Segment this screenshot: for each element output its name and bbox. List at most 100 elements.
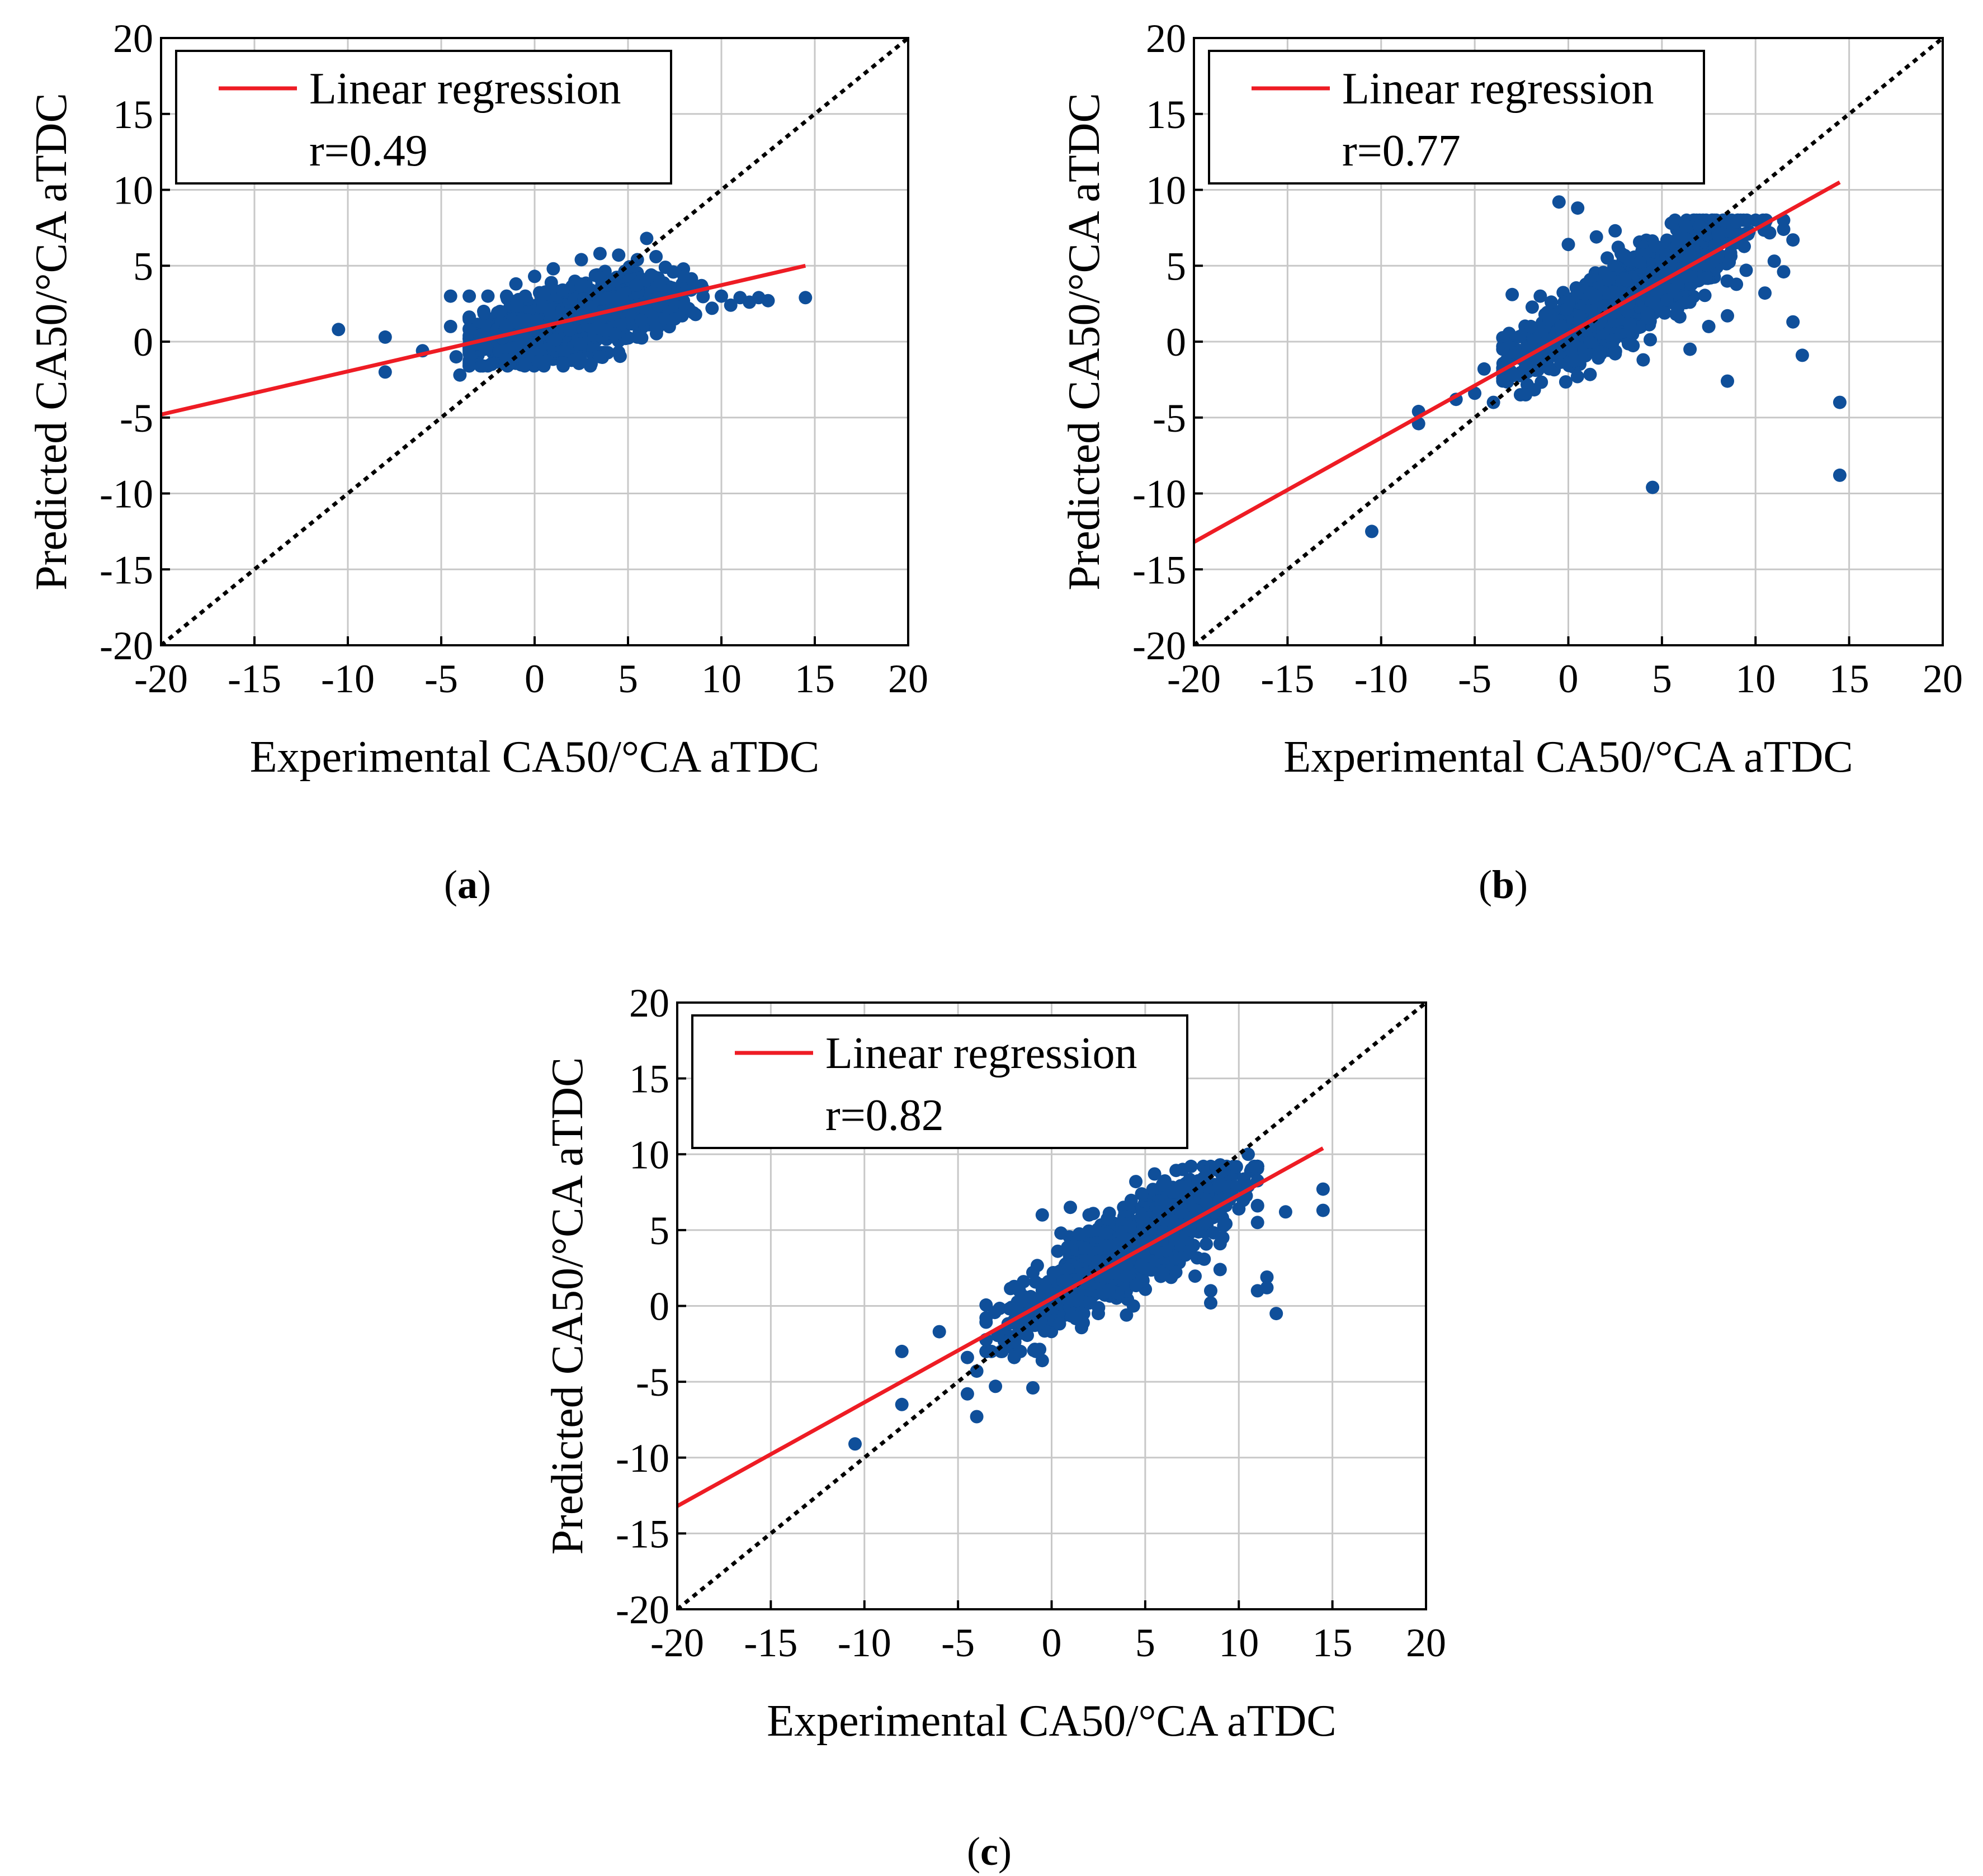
scatter-point (1217, 1219, 1231, 1233)
scatter-point (1698, 289, 1712, 303)
y-tick-label: -10 (1132, 472, 1186, 517)
scatter-point (542, 303, 556, 317)
scatter-point (630, 330, 644, 344)
scatter-point (705, 301, 719, 315)
scatter-point (1533, 289, 1547, 303)
scatter-point (1730, 215, 1744, 229)
scatter-point (1554, 319, 1568, 333)
y-tick-label: -20 (100, 623, 153, 668)
scatter-point (1673, 310, 1687, 324)
y-tick-label: 0 (1166, 320, 1186, 365)
x-tick-label: 20 (1923, 656, 1963, 701)
y-tick-label: 5 (1166, 244, 1186, 289)
legend-label-linear-regression: Linear regression (825, 1029, 1137, 1078)
legend-box (175, 50, 672, 185)
caption-paren-close: ) (1514, 862, 1528, 907)
scatter-point (1644, 296, 1658, 310)
scatter-point (1636, 353, 1650, 367)
scatter-point (1129, 1279, 1143, 1293)
x-tick-label: 15 (795, 656, 835, 701)
scatter-point (1589, 230, 1603, 244)
x-tick-label: -20 (134, 656, 188, 701)
scatter-point (528, 270, 541, 283)
scatter-point (1739, 263, 1753, 277)
scatter-point (1644, 333, 1657, 347)
scatter-point (1083, 1296, 1097, 1310)
scatter-point (989, 1379, 1003, 1393)
scatter-point (649, 321, 663, 335)
y-tick-label: 20 (629, 981, 669, 1026)
scatter-point (1035, 1354, 1049, 1368)
scatter-point (1513, 330, 1527, 343)
scatter-point (1777, 223, 1791, 237)
scatter-point (1250, 1216, 1264, 1230)
scatter-point (1786, 315, 1800, 329)
scatter-point (1177, 1180, 1191, 1194)
scatter-point (1721, 309, 1734, 323)
x-tick-label: -5 (941, 1620, 975, 1665)
x-tick-label: -15 (744, 1620, 797, 1665)
x-tick-label: 10 (1735, 656, 1776, 701)
panel-caption: (b) (1479, 862, 1528, 907)
scatter-point (1213, 1158, 1227, 1172)
scatter-point (1692, 219, 1706, 233)
scatter-point (1678, 296, 1692, 310)
scatter-point (1175, 1163, 1189, 1176)
y-tick-label: -5 (636, 1360, 669, 1405)
scatter-point (1614, 247, 1628, 261)
scatter-point (477, 306, 491, 320)
scatter-point (1556, 286, 1570, 300)
scatter-point (1767, 254, 1781, 268)
regression-line (677, 1146, 1324, 1508)
scatter-points (1365, 195, 1847, 538)
scatter-point (1135, 1187, 1149, 1201)
scatter-point (518, 289, 532, 303)
scatter-point (518, 357, 532, 371)
scatter-point (1033, 1343, 1047, 1357)
scatter-point (1468, 386, 1482, 400)
scatter-point (1046, 1266, 1060, 1279)
scatter-point (1197, 1252, 1211, 1266)
scatter-point (1589, 289, 1603, 303)
scatter-point (1026, 1381, 1040, 1395)
x-tick-label: -10 (838, 1620, 891, 1665)
y-axis-title: Predicted CA50/°CA aTDC (27, 93, 76, 590)
scatter-point (1702, 319, 1716, 333)
scatter-point (481, 289, 495, 303)
scatter-point (1570, 370, 1584, 384)
y-tick-label: -5 (120, 396, 153, 441)
scatter-point (970, 1410, 984, 1424)
scatter-point (1671, 277, 1685, 291)
scatter-point (558, 344, 572, 358)
y-tick-label: 15 (113, 92, 153, 137)
y-tick-label: 0 (649, 1284, 669, 1329)
x-tick-label: 10 (701, 656, 742, 701)
scatter-point (1525, 300, 1539, 314)
chart-panel-a: -20 -15 -10 -5 0 5 10 15 20-20-15-10-505101520Ex… (27, 16, 928, 907)
x-axis-title: Experimental CA50/°CA aTDC (1283, 733, 1853, 782)
scatter-point (593, 247, 607, 261)
scatter-point (1120, 1259, 1134, 1273)
scatter-point (1269, 1307, 1283, 1321)
x-axis-title: Experimental CA50/°CA aTDC (250, 733, 820, 782)
scatter-point (960, 1387, 974, 1401)
scatter-point (1641, 311, 1655, 325)
scatter-point (1017, 1275, 1031, 1289)
scatter-point (1740, 213, 1754, 227)
scatter-point (1174, 1206, 1188, 1220)
caption-letter: a (457, 862, 478, 907)
scatter-point (1705, 255, 1719, 269)
caption-paren-close: ) (478, 862, 491, 907)
scatter-point (567, 292, 581, 306)
y-tick-label: -15 (100, 547, 153, 592)
scatter-point (848, 1437, 862, 1451)
scatter-point (1316, 1182, 1330, 1196)
scatter-point (1524, 319, 1538, 333)
scatter-point (549, 333, 563, 347)
scatter-point (1250, 1199, 1264, 1213)
scatter-point (453, 368, 467, 382)
x-tick-label: 20 (888, 656, 928, 701)
scatter-point (499, 319, 513, 333)
